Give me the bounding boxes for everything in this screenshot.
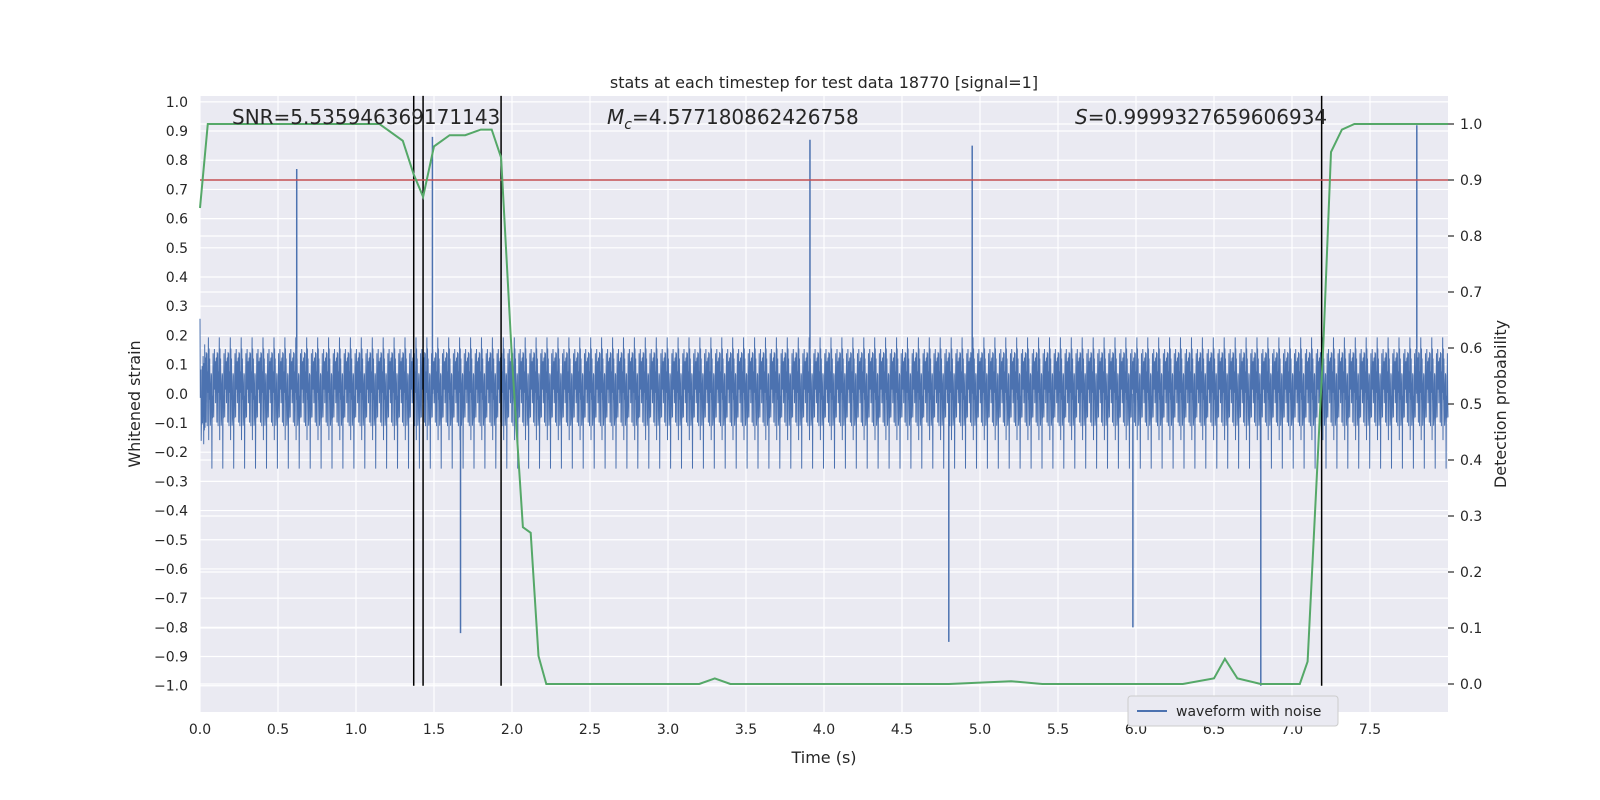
x-tick-label: 4.5 [891, 722, 913, 738]
y-tick-label: 0.2 [166, 328, 188, 344]
x-tick-label: 4.0 [813, 722, 835, 738]
x-tick-label: 1.5 [423, 722, 445, 738]
y2-tick-label: 0.2 [1460, 565, 1482, 581]
y-tick-label: −0.2 [154, 445, 188, 461]
y2-tick-label: 0.6 [1460, 341, 1482, 357]
y-tick-label: −0.7 [154, 591, 188, 607]
chirp-mass-value: =4.577180862426758 [632, 105, 859, 129]
y-tick-label: −0.4 [154, 504, 188, 520]
y2-tick-label: 0.0 [1460, 677, 1482, 693]
y-tick-label: 0.3 [166, 299, 188, 315]
x-tick-label: 5.5 [1047, 722, 1069, 738]
y-tick-label: 0.1 [166, 358, 188, 374]
x-tick-label: 2.0 [501, 722, 523, 738]
y-tick-label: 0.4 [166, 270, 188, 286]
y2-tick-label: 0.9 [1460, 173, 1482, 189]
y-tick-label: −0.9 [154, 650, 188, 666]
legend: waveform with noise [1127, 695, 1339, 727]
legend-label: waveform with noise [1176, 704, 1321, 720]
y-tick-label: 0.9 [166, 124, 188, 140]
waveform-series [199, 125, 1449, 686]
probability-series [199, 123, 1448, 685]
snr-annotation: SNR=5.535946369171143 [232, 105, 500, 129]
y-tick-label: −0.6 [154, 562, 188, 578]
y-tick-label: −1.0 [154, 679, 188, 695]
y-tick-label: 0.6 [166, 212, 188, 228]
x-tick-label: 1.0 [345, 722, 367, 738]
y-tick-label: 0.5 [166, 241, 188, 257]
y-tick-label: 0.8 [166, 153, 188, 169]
y-tick-label: 0.7 [166, 182, 188, 198]
x-tick-label: 3.5 [735, 722, 757, 738]
y2-tick-label: 0.4 [1460, 453, 1482, 469]
detection-statistic-annotation: S=0.9999327659606934 [1075, 105, 1327, 129]
y-tick-label: 0.0 [166, 387, 188, 403]
y-axis-title: Whitened strain [125, 340, 144, 467]
x-tick-label: 7.5 [1359, 722, 1381, 738]
chirp-mass-annotation: Mc=4.577180862426758 [607, 105, 859, 133]
y2-tick-label: 0.8 [1460, 229, 1482, 245]
y2-axis-title: Detection probability [1491, 320, 1510, 488]
y-tick-label: −0.1 [154, 416, 188, 432]
x-axis-title: Time (s) [790, 748, 856, 767]
waveform-trace [199, 318, 1449, 469]
y2-tick-labels: 1.0 0.9 0.8 0.7 0.6 0.5 0.4 0.3 0.2 0.1 0.0 [1448, 117, 1482, 693]
y2-tick-label: 0.5 [1460, 397, 1482, 413]
legend-box [1127, 695, 1339, 727]
y2-tick-label: 0.7 [1460, 285, 1482, 301]
x-tick-label: 3.0 [657, 722, 679, 738]
y2-tick-label: 0.1 [1460, 621, 1482, 637]
y-tick-labels: 1.0 0.9 0.8 0.7 0.6 0.5 0.4 0.3 0.2 0.1 0.0 −0.1 −0.… [154, 95, 188, 695]
probability-line [199, 123, 1448, 685]
y2-tick-label: 1.0 [1460, 117, 1482, 133]
y-tick-label: −0.8 [154, 620, 188, 636]
y-tick-label: −0.5 [154, 533, 188, 549]
y2-tick-label: 0.3 [1460, 509, 1482, 525]
chart-title: stats at each timestep for test data 187… [610, 73, 1038, 92]
y-tick-label: 1.0 [166, 95, 188, 111]
x-tick-label: 0.5 [267, 722, 289, 738]
detection-statistic-value: =0.9999327659606934 [1088, 105, 1327, 129]
x-tick-label: 0.0 [189, 722, 211, 738]
x-tick-label: 5.0 [969, 722, 991, 738]
x-tick-label: 2.5 [579, 722, 601, 738]
y-tick-label: −0.3 [154, 474, 188, 490]
